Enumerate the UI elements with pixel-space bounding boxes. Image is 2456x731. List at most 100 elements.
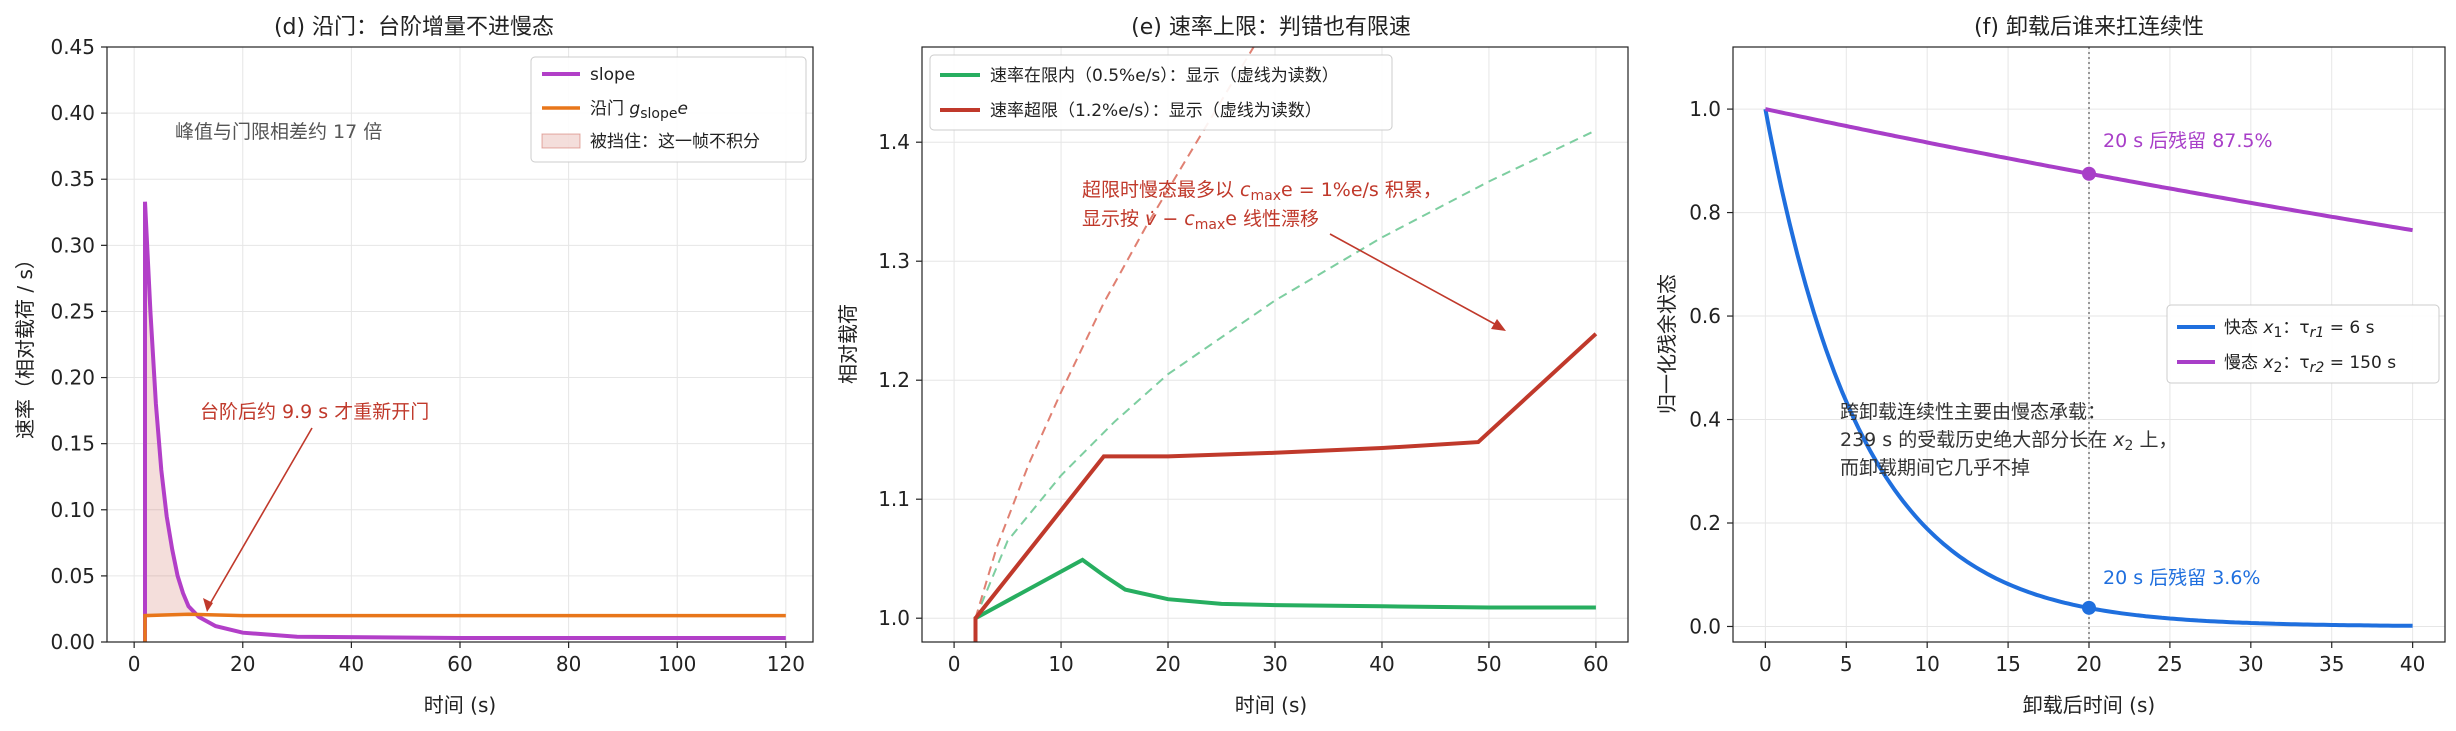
y-tick-label: 0.0 (1689, 614, 1721, 638)
y-tick-label: 0.40 (50, 101, 95, 125)
panel-f-fast-marker-label: 20 s 后残留 3.6% (2103, 567, 2260, 589)
y-tick-label: 0.20 (50, 366, 95, 390)
panel-f-ticks: 0 5 10 15 20 25 30 35 40 0.0 0.2 0.4 0.6 0.8 1.0 (1689, 97, 2425, 676)
panel-e-legend-in-limit: 速率在限内（0.5%e/s）：显示（虚线为读数） (990, 66, 1339, 86)
panel-e-rate-arrowhead (1491, 319, 1506, 331)
y-tick-label: 1.4 (878, 130, 910, 154)
panel-d-gate-arrow (206, 427, 313, 610)
panel-d-gate-arrowhead (203, 598, 213, 612)
panel-f: (f) 卸载后谁来扛连续性 0 5 10 15 20 25 30 35 400.00.20.40… (1655, 15, 2446, 717)
panel-e-ticks: 0 10 20 30 40 50 60 1.0 1.1 1.2 1.3 1.4 (878, 130, 1608, 676)
panel-e-in-limit-line (973, 557, 1596, 642)
panel-e-xlabel: 时间 (s) (1235, 693, 1307, 717)
panel-e-over-limit-line (973, 332, 1598, 642)
panel-e-grid (922, 47, 1628, 642)
y-tick-label: 1.3 (878, 249, 910, 273)
panel-d-peak-annotation: 峰值与门限相差约 17 倍 (175, 121, 382, 143)
y-tick-label: 1.0 (1689, 97, 1721, 121)
panel-e-title: (e) 速率上限：判错也有限速 (1131, 15, 1411, 40)
panel-d-legend-slope: slope (590, 65, 635, 85)
panel-f-title: (f) 卸载后谁来扛连续性 (1974, 15, 2204, 40)
x-tick-label: 80 (556, 652, 581, 676)
panel-f-slow-marker-label: 20 s 后残留 87.5% (2103, 130, 2273, 152)
panel-e: (e) 速率上限：判错也有限速 0 10 20 30 40 50 60 1.0 1.1 1.2 1.… (836, 15, 1629, 717)
panel-d-gate-annotation: 台阶后约 9.9 s 才重新开门 (200, 401, 429, 423)
panel-f-continuity-annotation: 跨卸载连续性主要由慢态承载： (1840, 401, 2106, 423)
x-tick-label: 20 (230, 652, 255, 676)
x-tick-label: 20 (1155, 652, 1180, 676)
x-tick-label: 40 (2400, 652, 2425, 676)
panel-d-legend-blocked: 被挡住：这一帧不积分 (590, 132, 760, 152)
x-tick-label: 60 (447, 652, 472, 676)
panel-f-continuity-annotation-line3: 而卸载期间它几乎不掉 (1840, 457, 2030, 479)
x-tick-label: 15 (1995, 652, 2020, 676)
x-tick-label: 20 (2076, 652, 2101, 676)
panel-f-ylabel: 归一化残余状态 (1655, 274, 1679, 414)
panel-e-rate-annotation: 超限时慢态最多以 cmaxe = 1%e/s 积累， (1082, 179, 1442, 204)
panel-e-ylabel: 相对载荷 (836, 304, 860, 384)
panel-d-legend-swatch-blocked (541, 133, 581, 149)
panel-e-green-reading-line (974, 129, 1597, 619)
panel-d-xlabel: 时间 (s) (424, 693, 496, 717)
panel-e-legend: 速率在限内（0.5%e/s）：显示（虚线为读数） 速率超限（1.2%e/s）：显… (929, 54, 1393, 131)
panel-e-legend-over-limit: 速率超限（1.2%e/s）：显示（虚线为读数） (990, 101, 1322, 121)
panel-d-ticks: 0 20 40 60 80 100 120 0.00 0.05 0.10 0.15 0.20 0.25 0… (50, 35, 804, 676)
panel-e-red-reading-line (974, 46, 1255, 619)
x-tick-label: 5 (1840, 652, 1853, 676)
y-tick-label: 1.2 (878, 368, 910, 392)
panel-f-legend-slow: 慢态 x2：τr2 = 150 s (2224, 352, 2396, 376)
panel-f-slow-marker (2082, 166, 2096, 181)
x-tick-label: 10 (1048, 652, 1073, 676)
panel-f-legend-box (2166, 304, 2440, 384)
panel-e-frame (921, 46, 1629, 643)
x-tick-label: 40 (339, 652, 364, 676)
y-tick-label: 0.45 (50, 35, 95, 59)
x-tick-label: 0 (128, 652, 141, 676)
y-tick-label: 0.10 (50, 498, 95, 522)
y-tick-label: 0.6 (1689, 304, 1721, 328)
panel-d-legend-gate: 沿门 gslopee (590, 99, 688, 122)
y-tick-label: 0.30 (50, 233, 95, 257)
y-tick-label: 0.35 (50, 167, 95, 191)
panel-f-continuity-annotation-line2: 239 s 的受载历史绝大部分长在 x2 上， (1840, 429, 2178, 454)
y-tick-label: 0.15 (50, 432, 95, 456)
y-tick-label: 0.4 (1689, 408, 1721, 432)
x-tick-label: 30 (2238, 652, 2263, 676)
y-tick-label: 1.1 (878, 487, 910, 511)
y-tick-label: 1.0 (878, 606, 910, 630)
x-tick-label: 60 (1583, 652, 1608, 676)
panel-e-legend-box (929, 54, 1393, 131)
x-tick-label: 25 (2157, 652, 2182, 676)
x-tick-label: 30 (1262, 652, 1287, 676)
x-tick-label: 0 (1759, 652, 1772, 676)
panel-d-frame (106, 46, 814, 643)
panel-f-xlabel: 卸载后时间 (s) (2023, 693, 2155, 717)
panel-d-title: (d) 沿门：台阶增量不进慢态 (274, 15, 554, 40)
panel-d: (d) 沿门：台阶增量不进慢态 0 20 40 60 80 100 1200.000.050… (13, 15, 814, 717)
x-tick-label: 40 (1369, 652, 1394, 676)
panel-d-legend: slope 沿门 gslopee 被挡住：这一帧不积分 (530, 56, 807, 163)
panel-d-slope-line (143, 201, 786, 642)
x-tick-label: 100 (658, 652, 696, 676)
panel-d-gate-line (143, 612, 786, 642)
y-tick-label: 0.05 (50, 564, 95, 588)
panel-f-legend-fast: 快态 x1：τr1 = 6 s (2224, 318, 2375, 341)
x-tick-label: 50 (1476, 652, 1501, 676)
y-tick-label: 0.8 (1689, 201, 1721, 225)
y-tick-label: 0.2 (1689, 511, 1721, 535)
panel-d-legend-box (530, 56, 807, 163)
x-tick-label: 120 (767, 652, 805, 676)
panel-d-ylabel: 速率（相对载荷 / s） (13, 249, 37, 439)
panel-f-fast-marker (2082, 600, 2096, 615)
y-tick-label: 0.00 (50, 630, 95, 654)
panel-f-legend: 快态 x1：τr1 = 6 s 慢态 x2：τr2 = 150 s (2166, 304, 2440, 384)
panel-d-blocked-area (145, 201, 199, 617)
y-tick-label: 0.25 (50, 299, 95, 323)
panel-e-rate-arrow (1329, 233, 1503, 329)
panel-e-rate-annotation-line2: 显示按 v̇ − cmaxe 线性漂移 (1082, 208, 1319, 233)
x-tick-label: 10 (1914, 652, 1939, 676)
x-tick-label: 35 (2319, 652, 2344, 676)
x-tick-label: 0 (948, 652, 961, 676)
panel-f-frame (1732, 46, 2446, 643)
